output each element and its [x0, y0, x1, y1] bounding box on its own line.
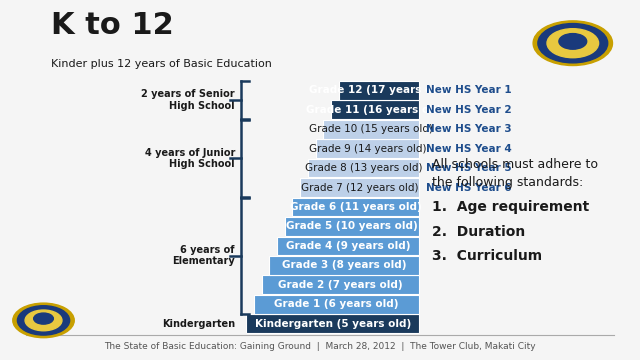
- Text: Grade 10 (15 years old): Grade 10 (15 years old): [309, 124, 433, 134]
- Circle shape: [25, 310, 62, 331]
- Text: Grade 1 (6 years old): Grade 1 (6 years old): [275, 299, 399, 309]
- FancyBboxPatch shape: [308, 159, 419, 177]
- Text: New HS Year 2: New HS Year 2: [426, 105, 511, 115]
- Text: The State of Basic Education: Gaining Ground  |  March 28, 2012  |  The Tower Cl: The State of Basic Education: Gaining Gr…: [104, 342, 536, 351]
- FancyBboxPatch shape: [262, 275, 419, 294]
- FancyBboxPatch shape: [300, 178, 419, 197]
- Circle shape: [533, 21, 612, 66]
- FancyBboxPatch shape: [323, 120, 419, 139]
- Text: Grade 2 (7 years old): Grade 2 (7 years old): [278, 280, 403, 290]
- FancyBboxPatch shape: [339, 81, 419, 100]
- FancyBboxPatch shape: [285, 217, 419, 236]
- Circle shape: [34, 313, 53, 324]
- Text: Kinder plus 12 years of Basic Education: Kinder plus 12 years of Basic Education: [51, 59, 272, 69]
- Text: the following standards:: the following standards:: [432, 176, 583, 189]
- Circle shape: [538, 23, 608, 63]
- FancyBboxPatch shape: [269, 256, 419, 275]
- Text: New HS Year 4: New HS Year 4: [426, 144, 511, 154]
- FancyBboxPatch shape: [277, 237, 419, 255]
- Text: Grade 7 (12 years old): Grade 7 (12 years old): [301, 183, 419, 193]
- FancyBboxPatch shape: [316, 139, 419, 158]
- Text: Grade 8 (13 years old): Grade 8 (13 years old): [305, 163, 422, 173]
- Text: New HS Year 3: New HS Year 3: [426, 124, 511, 134]
- Text: Kindergarten: Kindergarten: [162, 319, 235, 329]
- Text: Grade 5 (10 years old): Grade 5 (10 years old): [286, 221, 418, 231]
- Text: 2 years of Senior
High School: 2 years of Senior High School: [141, 89, 235, 111]
- Text: New HS Year 6: New HS Year 6: [426, 183, 511, 193]
- FancyBboxPatch shape: [292, 198, 419, 216]
- Text: 1.  Age requirement: 1. Age requirement: [432, 200, 589, 214]
- Text: New HS Year 1: New HS Year 1: [426, 85, 511, 95]
- Text: Grade 12 (17 years old): Grade 12 (17 years old): [309, 85, 449, 95]
- Text: 2.  Duration: 2. Duration: [432, 225, 525, 239]
- Text: Kindergarten (5 years old): Kindergarten (5 years old): [255, 319, 411, 329]
- Text: Grade 4 (9 years old): Grade 4 (9 years old): [286, 241, 410, 251]
- Text: K to 12: K to 12: [51, 11, 174, 40]
- Text: 6 years of
Elementary: 6 years of Elementary: [172, 245, 235, 266]
- Circle shape: [17, 306, 70, 335]
- Text: 4 years of Junior
High School: 4 years of Junior High School: [145, 148, 235, 169]
- FancyBboxPatch shape: [331, 100, 419, 119]
- Text: 3.  Curriculum: 3. Curriculum: [432, 249, 542, 263]
- Text: Grade 6 (11 years old): Grade 6 (11 years old): [290, 202, 422, 212]
- Text: Grade 11 (16 years old): Grade 11 (16 years old): [305, 105, 445, 115]
- Text: Grade 3 (8 years old): Grade 3 (8 years old): [282, 260, 406, 270]
- Circle shape: [547, 29, 598, 58]
- FancyBboxPatch shape: [246, 314, 419, 333]
- Text: New HS Year 5: New HS Year 5: [426, 163, 511, 173]
- FancyBboxPatch shape: [254, 295, 419, 314]
- Circle shape: [13, 303, 74, 338]
- Text: All schools must adhere to: All schools must adhere to: [432, 158, 598, 171]
- Circle shape: [559, 33, 587, 49]
- Text: Grade 9 (14 years old): Grade 9 (14 years old): [308, 144, 426, 154]
